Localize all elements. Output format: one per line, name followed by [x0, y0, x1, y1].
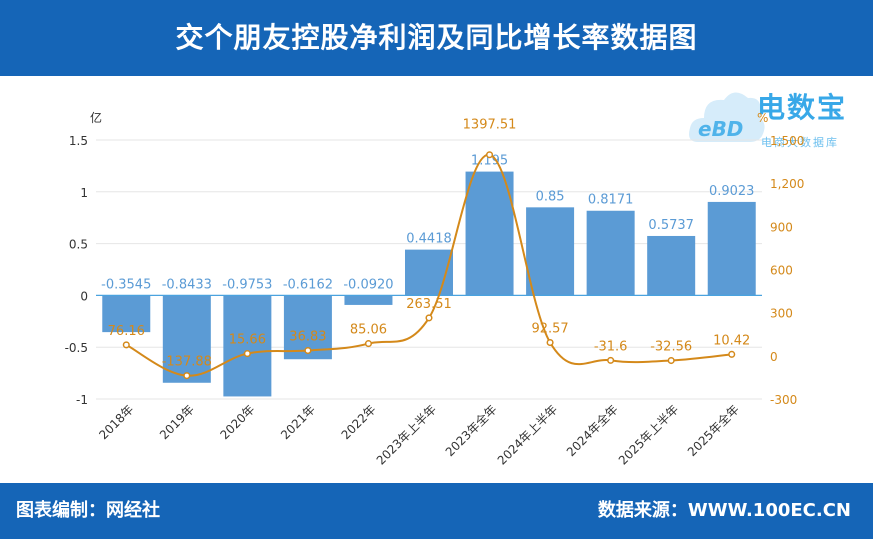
left-tick-label: 0 — [80, 289, 88, 303]
line-value-label: 36.83 — [289, 330, 326, 345]
right-axis-unit: % — [757, 111, 768, 125]
right-tick-label: 0 — [770, 350, 778, 364]
left-tick-label: 1.5 — [69, 134, 88, 148]
left-axis-unit: 亿 — [90, 110, 102, 125]
category-label: 2020年 — [218, 402, 258, 442]
category-label: 2025年全年 — [684, 402, 742, 460]
line-value-label: 85.06 — [350, 323, 387, 338]
category-label: 2023年上半年 — [374, 402, 439, 467]
line-point — [485, 151, 494, 159]
line-point — [364, 340, 373, 348]
line-value-label: 92.57 — [531, 322, 568, 337]
logo-subtitle: 电商大数据库 — [761, 136, 839, 149]
right-tick-label: 1,200 — [770, 177, 804, 191]
line-value-label: 263.51 — [406, 297, 452, 312]
category-label: 2022年 — [339, 402, 379, 442]
line-point — [667, 356, 675, 365]
chart-title: 交个朋友控股净利润及同比增长率数据图 — [175, 21, 698, 54]
bar — [344, 295, 393, 305]
right-tick-label: 900 — [770, 220, 793, 234]
header-bar: 交个朋友控股净利润及同比增长率数据图 — [0, 0, 873, 76]
bar — [162, 295, 211, 383]
bar-value-label: -0.0920 — [343, 277, 393, 292]
cloud-ebd-logo-icon: eBD — [689, 92, 765, 142]
bar-value-label: 0.4418 — [406, 232, 452, 247]
category-label: 2018年 — [96, 402, 136, 442]
bar-value-label: -0.6162 — [283, 277, 333, 292]
bar-value-label: -0.3545 — [101, 277, 151, 292]
category-label: 2025年上半年 — [616, 402, 681, 467]
category-label: 2021年 — [278, 402, 318, 442]
line-value-label: 15.66 — [229, 333, 266, 348]
bar-value-label: -0.8433 — [162, 277, 212, 292]
bar — [707, 201, 756, 296]
bar-value-label: 0.85 — [536, 189, 565, 204]
bar — [223, 295, 272, 397]
bar-value-label: 0.8171 — [588, 193, 634, 208]
category-label: 2023年全年 — [442, 402, 500, 460]
left-tick-label: -1 — [76, 393, 88, 407]
line-point — [546, 338, 554, 347]
category-label: 2024年上半年 — [495, 402, 560, 467]
line-value-label: 1397.51 — [463, 118, 517, 133]
bar — [526, 207, 575, 296]
bar — [647, 235, 696, 296]
line-point — [304, 346, 312, 355]
line-value-label: -31.6 — [594, 339, 628, 354]
logo-name: 电数宝 — [757, 91, 848, 124]
line-value-label: 76.16 — [108, 324, 145, 339]
line-value-label: -137.88 — [162, 355, 212, 370]
bar — [586, 210, 635, 296]
right-tick-label: -300 — [770, 393, 797, 407]
chart-credit: 图表编制：网经社 — [16, 500, 160, 521]
line-point — [243, 350, 251, 358]
line-point — [425, 314, 433, 322]
right-tick-label: 600 — [770, 264, 793, 278]
footer-bar: 图表编制：网经社 数据来源：WWW.100EC.CN — [0, 483, 873, 539]
left-tick-label: 0.5 — [69, 238, 88, 252]
category-label: 2024年全年 — [563, 402, 621, 460]
bar-value-label: 0.5737 — [648, 218, 694, 233]
right-tick-label: 1,500 — [770, 134, 804, 148]
line-point — [122, 341, 130, 349]
line-point — [728, 350, 736, 358]
left-tick-label: 1 — [80, 186, 88, 200]
data-source: 数据来源：WWW.100EC.CN — [597, 500, 851, 521]
line-point — [607, 356, 615, 364]
bar — [465, 171, 514, 296]
line-value-label: 10.42 — [713, 333, 750, 348]
right-tick-label: 300 — [770, 307, 793, 321]
bar-value-label: -0.9753 — [222, 277, 272, 292]
line-value-label: -32.56 — [650, 340, 692, 355]
line-point — [183, 372, 191, 380]
bar — [102, 295, 151, 333]
logo-icon-text: eBD — [698, 117, 743, 141]
bar-value-label: 0.9023 — [709, 184, 755, 199]
combo-chart: -1 -0.5 0 0.5 1 1.5亿 -300 0 300 600 900 1,200 1,500%… — [65, 110, 805, 468]
left-tick-label: -0.5 — [65, 341, 88, 355]
category-label: 2019年 — [157, 402, 197, 442]
